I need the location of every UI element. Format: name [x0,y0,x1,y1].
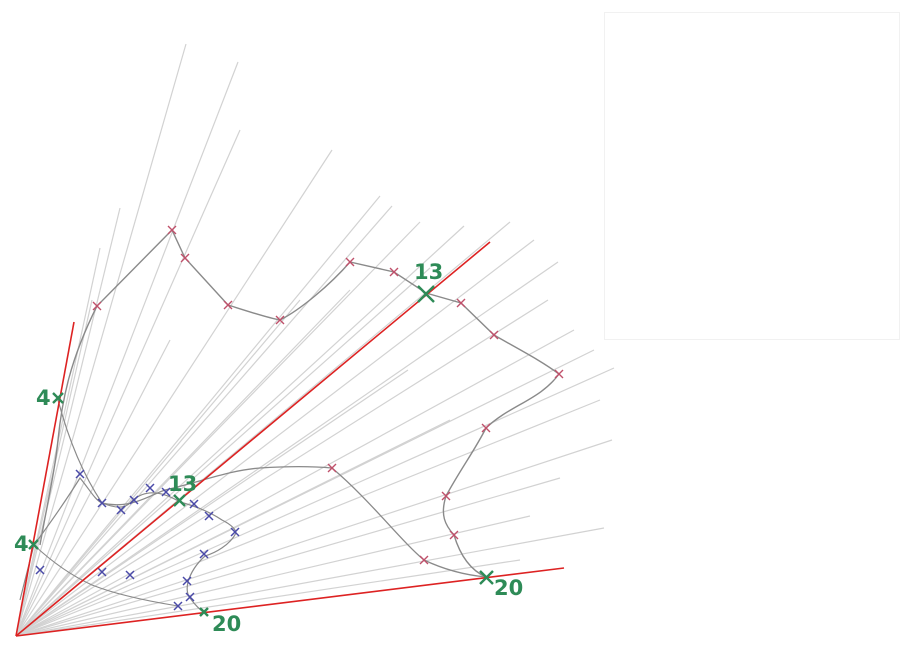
construction-rays [15,43,615,637]
label-lower-20: 20 [212,612,242,636]
lower-contour [19,469,240,615]
label-lower-13: 13 [168,472,198,496]
label-upper-13: 13 [414,260,444,284]
highlight-marks [28,285,494,617]
label-upper-20: 20 [494,576,524,600]
label-upper-4: 4 [36,386,51,410]
reference-lines [15,241,565,637]
label-lower-4: 4 [14,532,29,556]
blank-panel [604,12,900,340]
